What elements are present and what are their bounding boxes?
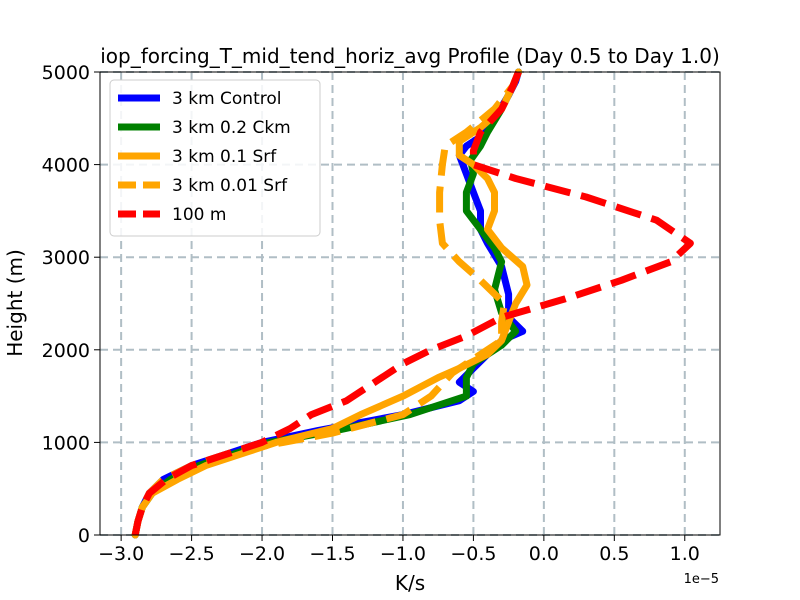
x-axis: −3.0 −2.5 −2.0 −1.5 −1.0 −0.5 0.0 0.5 1.0 xyxy=(98,535,700,565)
chart-title: iop_forcing_T_mid_tend_horiz_avg Profile… xyxy=(100,44,720,68)
y-tick-label: 5000 xyxy=(42,62,90,84)
x-tick-label: 0.5 xyxy=(599,543,629,565)
y-tick-label: 3000 xyxy=(42,247,90,269)
y-tick-label: 0 xyxy=(78,525,90,547)
series-line-100-m xyxy=(131,70,694,536)
legend-label: 3 km 0.2 Ckm xyxy=(172,118,291,138)
plot-frame xyxy=(99,71,721,536)
x-axis-label: K/s xyxy=(395,571,425,595)
y-tick-label: 2000 xyxy=(42,340,90,362)
x-tick-label: −1.0 xyxy=(380,543,426,565)
x-tick-label: −3.0 xyxy=(98,543,144,565)
y-tick-label: 4000 xyxy=(42,155,90,177)
legend-label: 100 m xyxy=(172,205,226,225)
legend-label: 3 km Control xyxy=(172,89,281,109)
legend: 3 km Control 3 km 0.2 Ckm 3 km 0.1 Srf 3 km… xyxy=(109,79,321,237)
x-tick-label: −2.5 xyxy=(169,543,215,565)
y-tick-label: 1000 xyxy=(42,432,90,454)
x-tick-label: 1.0 xyxy=(670,543,700,565)
y-axis-label: Height (m) xyxy=(3,249,27,357)
x-tick-label: −2.0 xyxy=(239,543,285,565)
x-tick-label: −0.5 xyxy=(450,543,496,565)
y-axis: 0 1000 2000 3000 4000 5000 xyxy=(42,62,100,547)
legend-label: 3 km 0.01 Srf xyxy=(172,176,288,196)
x-tick-label: −1.5 xyxy=(309,543,355,565)
x-tick-label: 0.0 xyxy=(529,543,559,565)
legend-box xyxy=(109,79,321,237)
series-line-3-km-0-1-srf xyxy=(131,68,531,539)
x-axis-offset-label: 1e−5 xyxy=(684,572,719,587)
legend-label: 3 km 0.1 Srf xyxy=(172,147,277,167)
series-group xyxy=(131,68,694,539)
